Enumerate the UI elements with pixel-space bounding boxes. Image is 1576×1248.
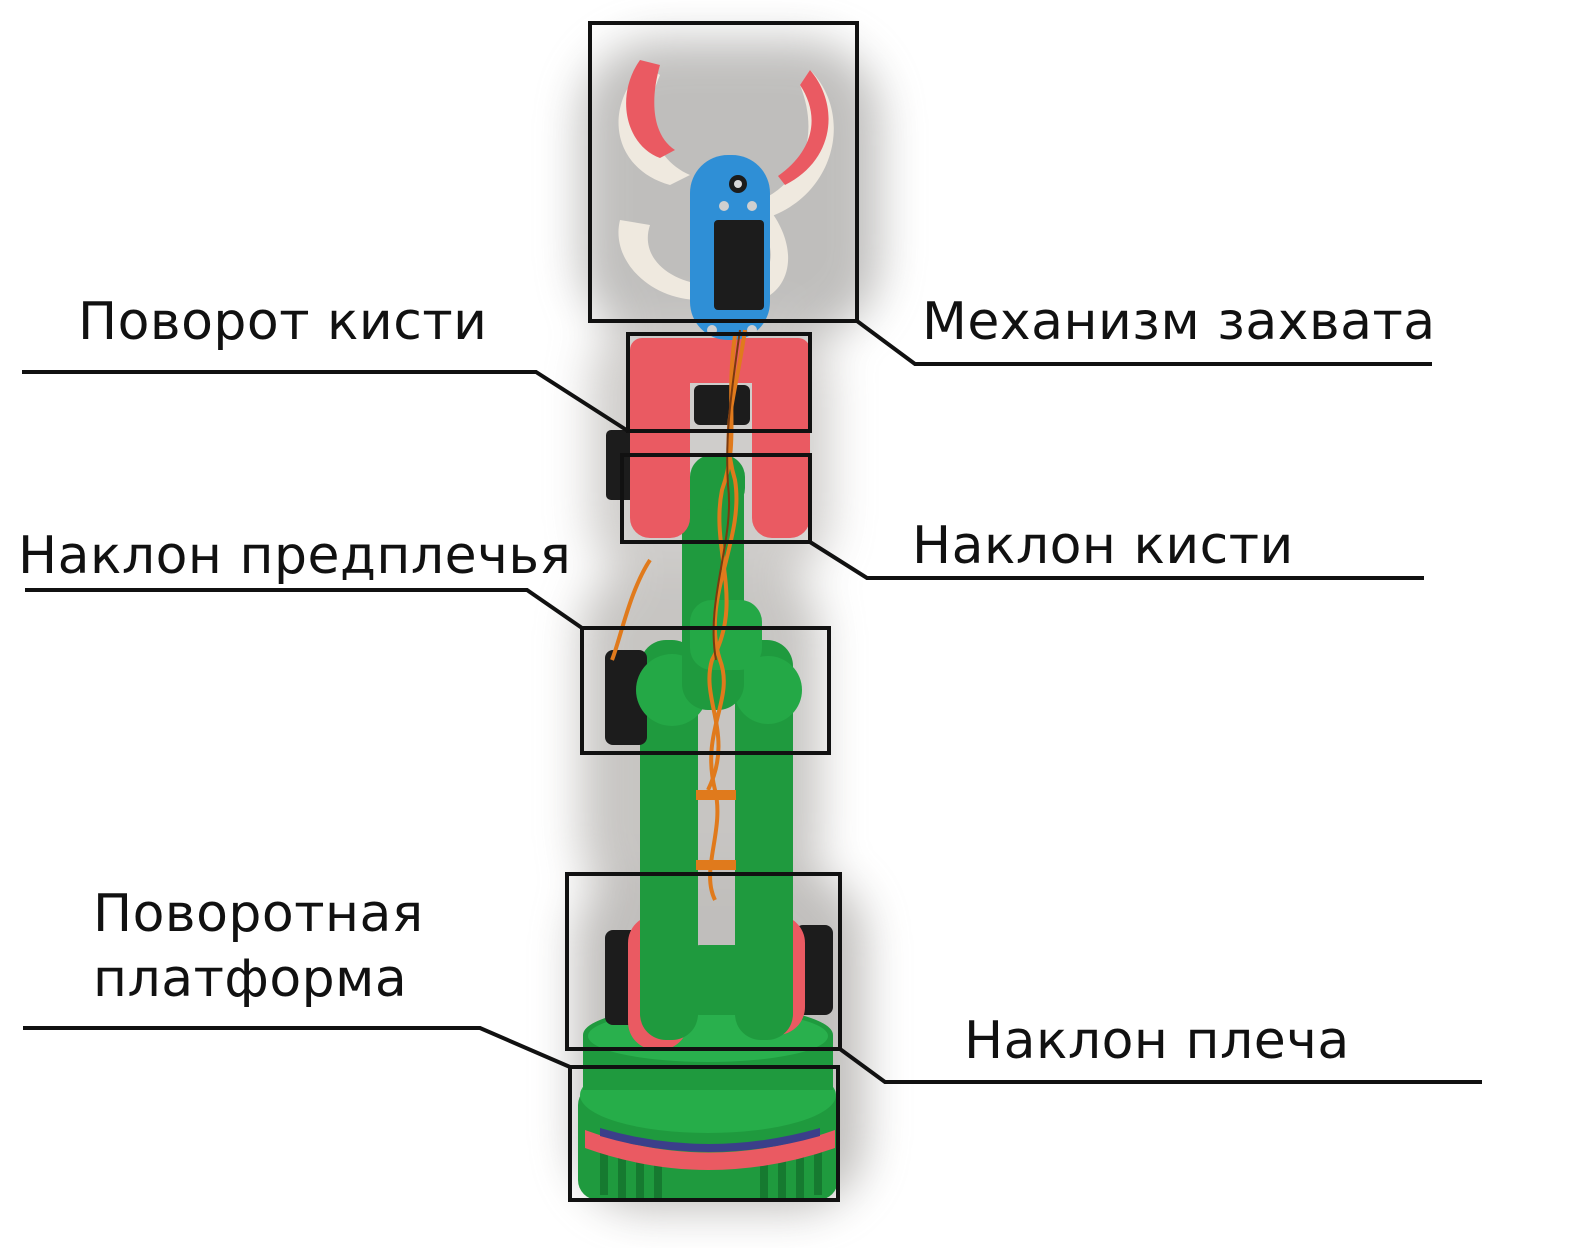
label-turntable: Поворотная платформа (93, 882, 424, 1012)
forearm (682, 470, 762, 710)
box-turntable (568, 1065, 840, 1202)
wrist-bracket (606, 338, 810, 538)
leader-shoulder-tilt (838, 1047, 1482, 1084)
box-wrist-tilt (620, 453, 812, 544)
label-wrist-rotation: Поворот кисти (78, 292, 488, 352)
box-forearm-tilt (580, 626, 831, 755)
gripper-assembly (618, 60, 834, 340)
elbow-joint (605, 650, 802, 745)
label-turntable-line2: платформа (93, 949, 408, 1009)
annotation-overlay (22, 21, 1482, 1202)
label-wrist-tilt: Наклон кисти (912, 516, 1294, 576)
leader-forearm-tilt (25, 588, 584, 630)
box-shoulder-tilt (565, 872, 842, 1051)
servo-wires (610, 329, 747, 901)
leader-wrist-rotation (22, 370, 630, 433)
label-gripper: Механизм захвата (922, 292, 1436, 352)
leader-wrist-tilt (808, 540, 1424, 580)
box-gripper (588, 21, 859, 323)
box-wrist-rotation (626, 332, 812, 433)
turntable-base (578, 1005, 838, 1200)
label-turntable-line1: Поворотная (93, 884, 424, 944)
label-forearm-tilt: Наклон предплечья (18, 526, 572, 586)
label-shoulder-tilt: Наклон плеча (964, 1011, 1350, 1071)
upper-arm (640, 640, 793, 1040)
leader-gripper (855, 319, 1432, 366)
leader-turntable (23, 1026, 571, 1069)
